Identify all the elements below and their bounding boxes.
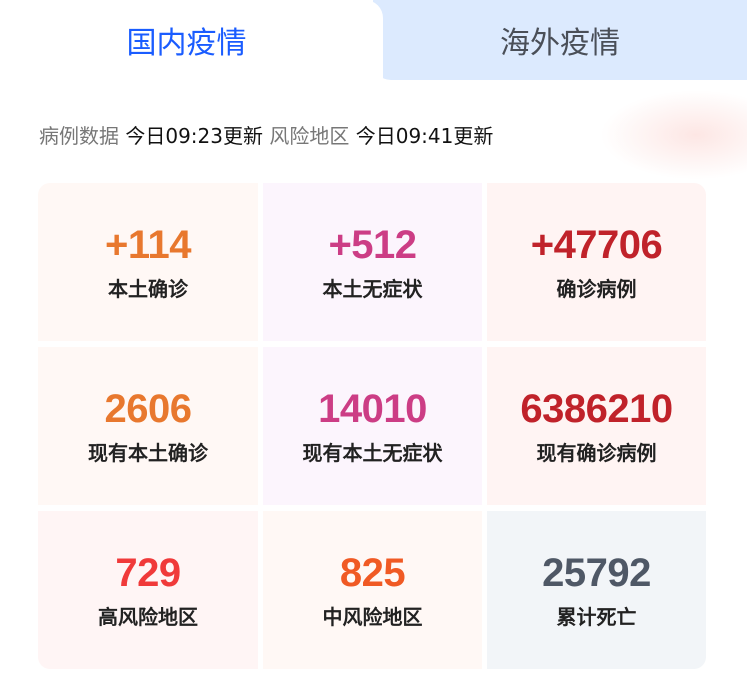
- stat-local-confirmed: +114 本土确诊: [38, 183, 258, 341]
- region-tabs: 国内疫情 海外疫情: [0, 0, 747, 80]
- stat-value: 825: [339, 550, 406, 595]
- stat-value: +47706: [530, 222, 663, 267]
- stat-label: 现有本土确诊: [88, 440, 208, 465]
- stat-label: 本土确诊: [108, 276, 188, 301]
- stat-value: 2606: [104, 386, 192, 431]
- stat-current-local-asymptomatic: 14010 现有本土无症状: [263, 347, 482, 505]
- stat-label: 确诊病例: [556, 276, 637, 301]
- stats-grid: +114 本土确诊 +512 本土无症状 +47706 确诊病例 2606 现有本土确诊…: [38, 183, 706, 669]
- tab-domestic[interactable]: 国内疫情: [0, 0, 373, 80]
- stat-current-local-confirmed: 2606 现有本土确诊: [38, 347, 258, 505]
- case-data-time: 今日09:23更新: [125, 124, 263, 148]
- stat-local-asymptomatic: +512 本土无症状: [263, 183, 482, 341]
- stat-value: 6386210: [520, 386, 673, 431]
- risk-area-time: 今日09:41更新: [355, 124, 494, 148]
- stat-label: 现有确诊病例: [536, 440, 657, 465]
- update-info: 病例数据 今日09:23更新 风险地区 今日09:41更新: [39, 120, 493, 149]
- risk-area-label: 风险地区: [269, 124, 350, 148]
- tab-overseas-label: 海外疫情: [500, 26, 620, 61]
- stat-value: +512: [328, 222, 417, 267]
- stat-medium-risk: 825 中风险地区: [263, 511, 482, 669]
- stat-label: 中风险地区: [322, 604, 423, 629]
- stat-label: 现有本土无症状: [302, 440, 443, 465]
- decorative-smudge: [600, 90, 747, 180]
- stat-value: 25792: [542, 550, 651, 595]
- stat-label: 本土无症状: [322, 276, 423, 301]
- stat-value: +114: [105, 222, 191, 267]
- stat-high-risk: 729 高风险地区: [38, 511, 258, 669]
- stat-label: 累计死亡: [556, 604, 637, 629]
- stat-value: 14010: [318, 386, 427, 431]
- stat-label: 高风险地区: [98, 604, 198, 629]
- case-data-label: 病例数据: [39, 124, 119, 148]
- stat-confirmed: +47706 确诊病例: [487, 183, 706, 341]
- stat-value: 729: [115, 550, 181, 595]
- tab-overseas[interactable]: 海外疫情: [363, 0, 747, 80]
- stat-total-deaths: 25792 累计死亡: [487, 511, 706, 669]
- stat-current-confirmed: 6386210 现有确诊病例: [487, 347, 706, 505]
